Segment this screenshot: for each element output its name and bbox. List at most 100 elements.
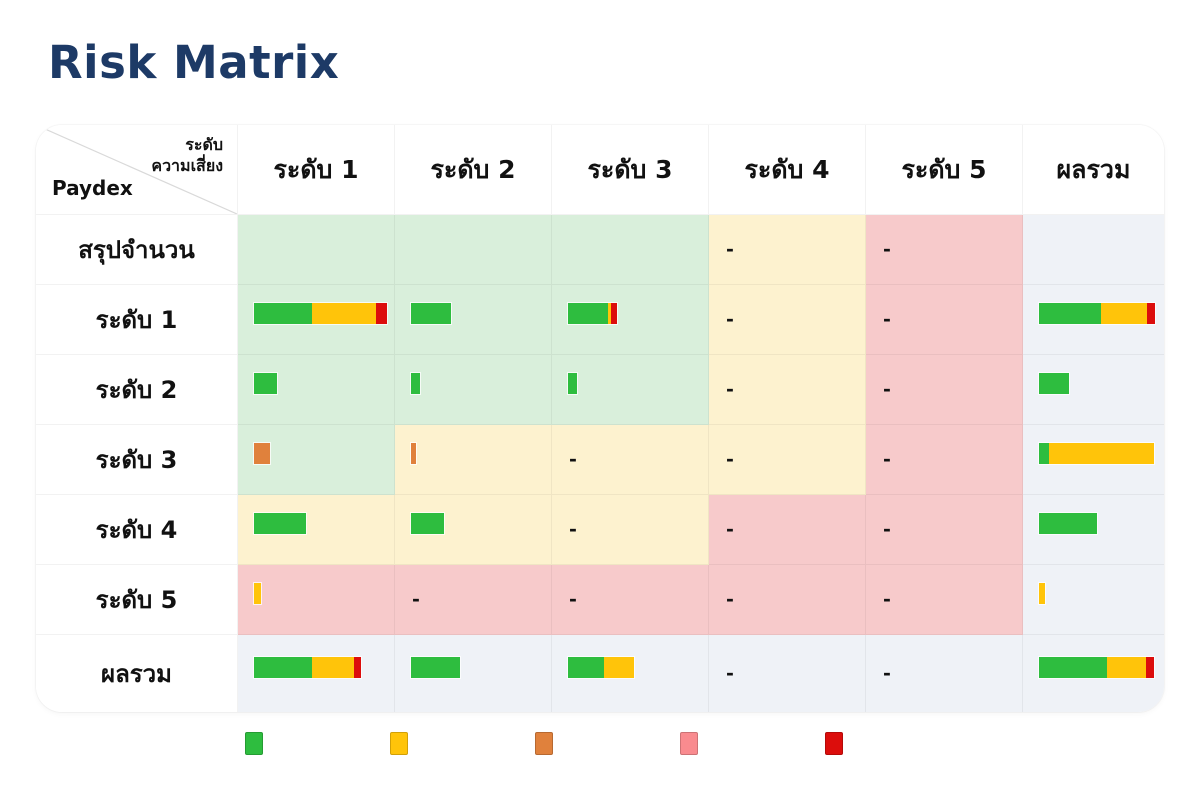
matrix-cell-r1-c3	[552, 215, 709, 285]
matrix-cell-r2-c5: -	[866, 285, 1023, 355]
column-header-2: ระดับ 2	[395, 125, 552, 215]
row-label-4: ระดับ 3	[36, 425, 238, 495]
matrix-cell-r4-c6	[1023, 425, 1164, 495]
bar-segment-orange	[411, 443, 416, 464]
no-data-dash: -	[726, 238, 734, 260]
matrix-cell-r6-c3: -	[552, 565, 709, 635]
bar-segment-green	[254, 373, 277, 394]
row-label-1: สรุปจำนวน	[36, 215, 238, 285]
bar-segment-yellow	[254, 583, 261, 604]
matrix-cell-r3-c3	[552, 355, 709, 425]
row-label-5: ระดับ 4	[36, 495, 238, 565]
bar-segment-orange	[254, 443, 270, 464]
matrix-cell-r7-c3	[552, 635, 709, 712]
matrix-cell-r3-c5: -	[866, 355, 1023, 425]
row-label-3: ระดับ 2	[36, 355, 238, 425]
bar-segment-green	[411, 513, 444, 534]
bar-segment-yellow	[1039, 583, 1045, 604]
column-header-1: ระดับ 1	[238, 125, 395, 215]
matrix-cell-r5-c6	[1023, 495, 1164, 565]
stacked-bar	[411, 373, 420, 394]
stacked-bar	[254, 373, 277, 394]
matrix-cell-r1-c1	[238, 215, 395, 285]
bar-segment-green	[568, 303, 608, 324]
matrix-cell-r7-c4: -	[709, 635, 866, 712]
bar-segment-green	[1039, 303, 1101, 324]
bar-segment-red	[376, 303, 387, 324]
legend-swatch-green[interactable]	[245, 732, 263, 755]
legend-swatch-pink[interactable]	[680, 732, 698, 755]
matrix-cell-r6-c6	[1023, 565, 1164, 635]
matrix-cell-r4-c3: -	[552, 425, 709, 495]
matrix-cell-r4-c1	[238, 425, 395, 495]
legend-swatch-yellow[interactable]	[390, 732, 408, 755]
bar-segment-yellow	[604, 657, 634, 678]
matrix-cell-r4-c4: -	[709, 425, 866, 495]
matrix-cell-r2-c3	[552, 285, 709, 355]
stacked-bar	[568, 373, 577, 394]
no-data-dash: -	[569, 588, 577, 610]
stacked-bar	[1039, 443, 1154, 464]
row-label-7: ผลรวม	[36, 635, 238, 712]
matrix-cell-r3-c6	[1023, 355, 1164, 425]
matrix-cell-r3-c1	[238, 355, 395, 425]
bar-segment-yellow	[312, 657, 354, 678]
bar-segment-green	[1039, 657, 1107, 678]
bar-segment-yellow	[312, 303, 376, 324]
no-data-dash: -	[883, 518, 891, 540]
bar-segment-yellow	[608, 303, 611, 324]
no-data-dash: -	[726, 662, 734, 684]
bar-segment-yellow	[1101, 303, 1147, 324]
corner-top-label-line2: ความเสี่ยง	[151, 155, 223, 175]
matrix-cell-r4-c2	[395, 425, 552, 495]
matrix-cell-r5-c4: -	[709, 495, 866, 565]
corner-diagonal-line	[36, 125, 237, 214]
stacked-bar	[568, 657, 634, 678]
bar-segment-green	[1039, 373, 1069, 394]
risk-matrix-table: ระดับ ความเสี่ยง Paydex ระดับ 1 ระดับ 2 ระ…	[36, 125, 1164, 712]
legend	[245, 732, 843, 755]
row-label-6: ระดับ 5	[36, 565, 238, 635]
no-data-dash: -	[726, 588, 734, 610]
bar-segment-green	[411, 373, 420, 394]
bar-segment-green	[254, 657, 312, 678]
stacked-bar	[254, 657, 361, 678]
legend-swatch-orange[interactable]	[535, 732, 553, 755]
no-data-dash: -	[726, 378, 734, 400]
legend-swatch-red[interactable]	[825, 732, 843, 755]
matrix-cell-r3-c4: -	[709, 355, 866, 425]
matrix-cell-r5-c5: -	[866, 495, 1023, 565]
matrix-cell-r6-c5: -	[866, 565, 1023, 635]
bar-segment-yellow	[1107, 657, 1146, 678]
no-data-dash: -	[726, 308, 734, 330]
matrix-cell-r1-c5: -	[866, 215, 1023, 285]
corner-top-label-line1: ระดับ	[185, 135, 223, 154]
matrix-cell-r1-c2	[395, 215, 552, 285]
bar-segment-green	[568, 657, 604, 678]
stacked-bar	[1039, 303, 1155, 324]
column-header-3: ระดับ 3	[552, 125, 709, 215]
corner-top-label: ระดับ ความเสี่ยง	[151, 135, 223, 177]
matrix-cell-r7-c6	[1023, 635, 1164, 712]
column-header-5: ระดับ 5	[866, 125, 1023, 215]
bar-segment-green	[254, 303, 312, 324]
bar-segment-red	[1146, 657, 1154, 678]
stacked-bar	[1039, 657, 1154, 678]
stacked-bar	[254, 583, 261, 604]
page-title: Risk Matrix	[48, 36, 340, 89]
matrix-cell-r2-c4: -	[709, 285, 866, 355]
bar-segment-green	[1039, 443, 1049, 464]
bar-segment-green	[568, 373, 577, 394]
stacked-bar	[1039, 513, 1097, 534]
stacked-bar	[254, 443, 270, 464]
matrix-cell-r6-c4: -	[709, 565, 866, 635]
stacked-bar	[254, 303, 387, 324]
matrix-cell-r6-c2: -	[395, 565, 552, 635]
matrix-cell-r5-c2	[395, 495, 552, 565]
bar-segment-green	[411, 303, 451, 324]
bar-segment-red	[1147, 303, 1155, 324]
matrix-cell-r2-c1	[238, 285, 395, 355]
bar-segment-green	[1039, 513, 1097, 534]
no-data-dash: -	[569, 518, 577, 540]
stacked-bar	[411, 443, 416, 464]
